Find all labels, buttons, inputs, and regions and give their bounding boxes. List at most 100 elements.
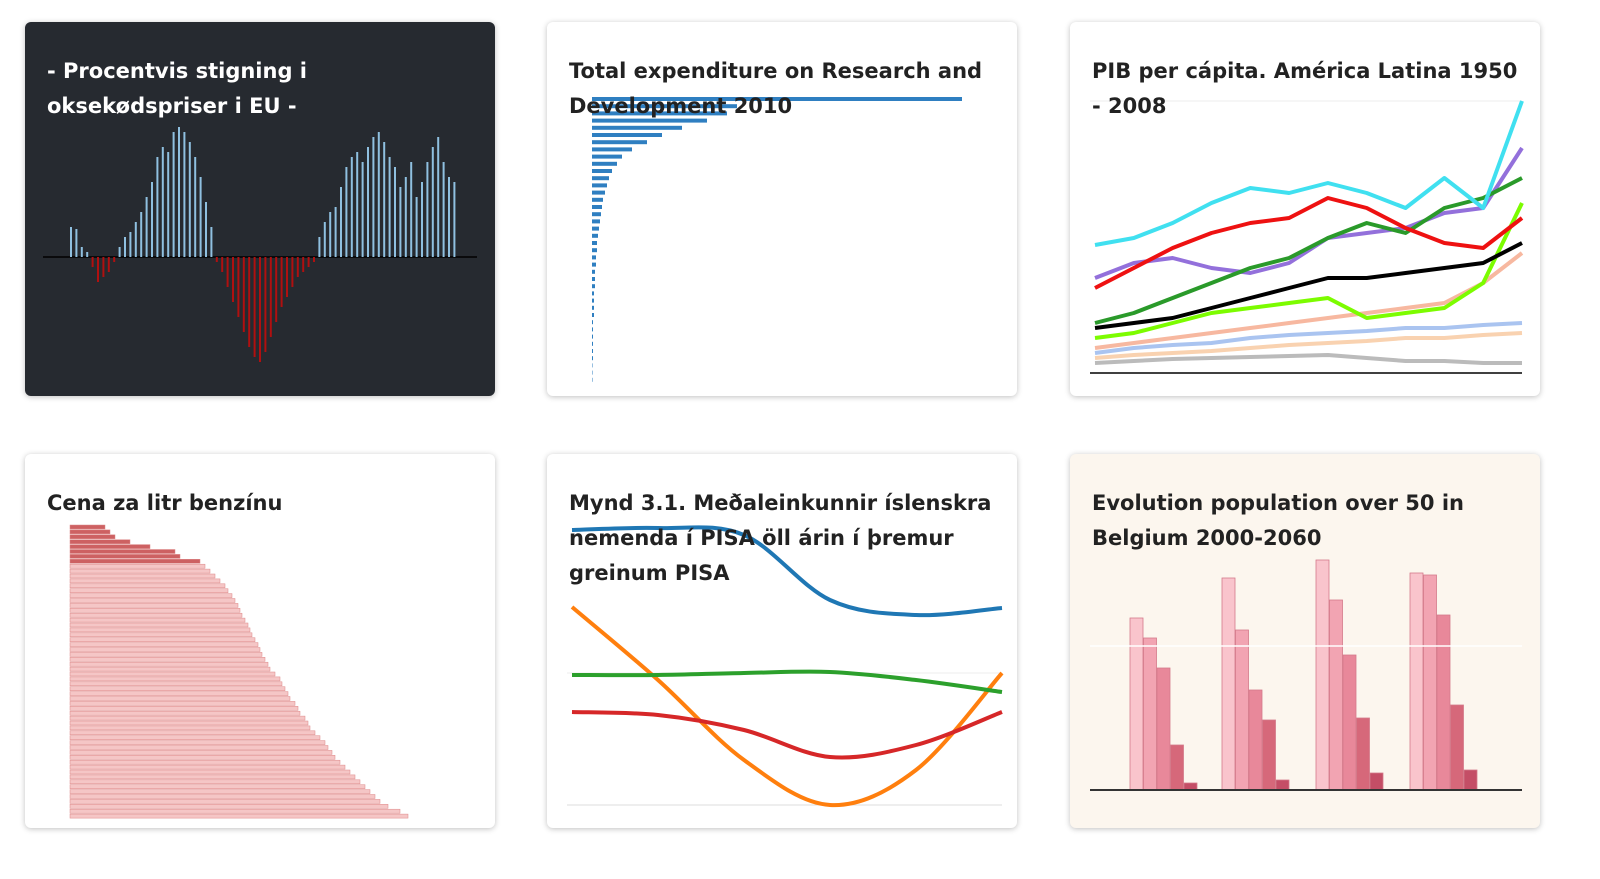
chart-card[interactable]: - Procentvis stigning i oksekødspriser i… [25,22,495,396]
bar [1221,577,1236,791]
card-title: Cena za litr benzínu [47,491,283,515]
bar [69,755,336,760]
bar [69,559,201,564]
chart-card[interactable]: Mynd 3.1. Meðaleinkunnir íslenskra nemen… [547,454,1017,828]
bar [69,769,351,775]
bar [188,142,191,257]
card-title: Evolution population over 50 in Belgium … [1092,491,1464,550]
bar [592,233,598,238]
bar [280,257,283,307]
bar [1409,572,1424,791]
bar [453,182,456,257]
bar [1143,637,1157,791]
line [1094,202,1524,340]
bar [70,227,72,257]
bar [69,583,226,589]
chart-card[interactable]: Cena za litr benzínu [25,454,495,828]
bar [592,248,597,253]
bar [1423,574,1437,791]
bar [69,774,356,780]
bar [69,603,239,608]
bar [592,363,593,368]
bar [69,696,291,701]
line [1094,331,1523,360]
bar [69,544,151,549]
bar [69,608,241,613]
bar [592,97,962,101]
bar [421,182,423,257]
bar [69,578,221,584]
bar [91,257,94,267]
bar [69,804,389,809]
bar [69,759,341,765]
bar [592,377,593,382]
bar [248,257,251,347]
chart-card[interactable]: Evolution population over 50 in Belgium … [1070,454,1540,828]
thumbnail [567,525,1004,808]
bar [592,370,593,375]
bar [69,554,181,559]
bar [437,137,440,257]
bar [592,226,599,231]
bar [592,125,682,130]
line [1094,196,1524,290]
bar [69,764,346,770]
bar [318,237,321,257]
bar [442,162,445,257]
bar [259,257,261,362]
bar [415,197,418,257]
bar [145,197,148,257]
bar [361,162,364,257]
bar [69,784,366,789]
bar [1262,719,1276,791]
bar [69,789,371,794]
bar [80,247,83,257]
bar [69,529,111,535]
bar [592,176,609,181]
bar [69,637,256,642]
bar [592,111,727,116]
bar [592,327,593,332]
thumbnail [43,127,477,362]
bar [404,177,407,257]
bar [592,320,593,325]
bar [69,715,306,721]
bar [592,219,600,224]
bar [69,524,106,530]
bar [232,257,234,302]
bar [334,207,337,257]
chart-card[interactable]: Total expenditure on Research and Develo… [547,22,1017,396]
bar [69,740,326,745]
bar [199,177,202,257]
bar [592,334,593,339]
bar [592,183,607,188]
bar [1183,782,1198,791]
bar [1342,654,1357,791]
bar [69,568,211,574]
bar [107,257,110,272]
bar [1436,614,1451,791]
bar [592,161,617,166]
bar [69,794,376,799]
bar [1369,772,1384,791]
bar [134,222,137,257]
bar [356,152,359,257]
bar [377,132,380,257]
bar [592,190,605,195]
bar [286,257,288,297]
line [1094,251,1524,350]
bar [69,617,246,623]
bar [69,598,236,603]
bar [69,720,309,726]
chart-card[interactable]: PIB per cápita. América Latina 1950 - 20… [1070,22,1540,396]
bar [372,137,375,257]
bar [69,647,261,652]
bar [178,127,180,257]
bar [210,227,213,257]
bar [1315,559,1330,791]
bar [124,237,126,257]
bar [592,133,662,137]
bar [269,257,272,337]
bar [1275,779,1290,791]
bar [307,257,310,267]
